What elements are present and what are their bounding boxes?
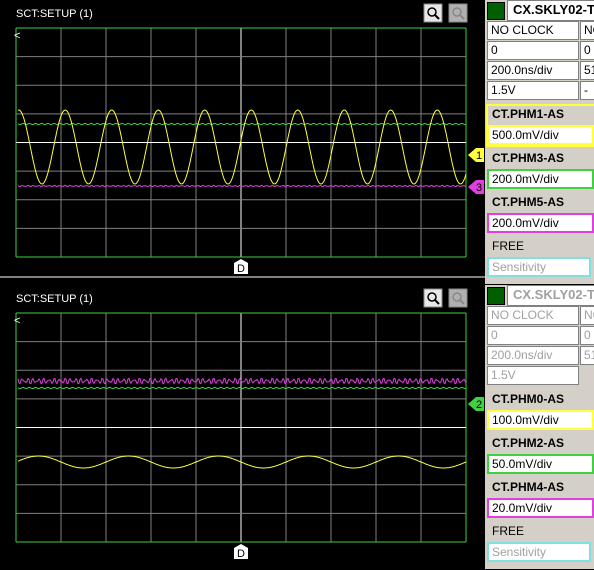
cursor-mark: < xyxy=(14,315,20,327)
channel-marker xyxy=(468,148,484,162)
button-face xyxy=(448,3,468,23)
zoom-in-button[interactable] xyxy=(423,3,443,23)
trace-yellow xyxy=(17,455,467,469)
magnifier xyxy=(452,7,462,17)
magnifier-handle xyxy=(434,299,440,305)
channel-scale[interactable]: 200.0mV/div xyxy=(487,169,594,189)
channel-marker-label: 2 xyxy=(476,399,482,411)
channel-marker-label: 3 xyxy=(476,182,482,194)
trace-yellow xyxy=(17,109,467,185)
trigger-marker xyxy=(234,259,248,274)
source-name[interactable]: CX.SKLY02-TS xyxy=(507,285,594,306)
channel-marker xyxy=(468,180,484,194)
channel-name[interactable]: CT.PHM4-AS xyxy=(492,480,565,494)
info-cell[interactable]: 0 xyxy=(487,41,579,60)
info-cell[interactable]: NO xyxy=(580,21,594,40)
magnifier xyxy=(427,7,437,17)
trace-green xyxy=(17,122,467,126)
free-label[interactable]: FREE xyxy=(492,239,525,253)
free-label[interactable]: FREE xyxy=(492,524,525,538)
sensitivity-box[interactable]: Sensitivity xyxy=(487,542,591,562)
info-cell[interactable]: 51 xyxy=(580,61,594,80)
cursor-mark: < xyxy=(14,30,20,42)
info-cell[interactable]: 0 xyxy=(580,41,594,60)
trigger-label: D xyxy=(237,263,245,275)
button-face xyxy=(423,3,443,23)
trace-magenta xyxy=(17,184,467,188)
magnifier xyxy=(427,292,437,302)
zoom-out-button[interactable] xyxy=(448,3,468,23)
info-cell[interactable]: NO CLOCK xyxy=(487,21,579,40)
magnifier-handle xyxy=(434,14,440,20)
info-cell[interactable]: NO xyxy=(580,306,594,325)
channel-name[interactable]: CT.PHM2-AS xyxy=(492,436,565,450)
zoom-out-button[interactable] xyxy=(448,288,468,308)
button-face xyxy=(448,288,468,308)
info-cell[interactable]: 200.0ns/div xyxy=(487,346,579,365)
channel-marker xyxy=(468,397,484,411)
trace-green xyxy=(17,386,467,390)
button-face xyxy=(423,288,443,308)
info-cell[interactable]: 1.5V xyxy=(487,81,579,100)
panel-title: SCT:SETUP (1) xyxy=(16,293,93,305)
channel-scale[interactable]: 20.0mV/div xyxy=(487,498,594,518)
channel-name[interactable]: CT.PHM5-AS xyxy=(492,195,565,209)
info-cell[interactable]: NO CLOCK xyxy=(487,306,579,325)
channel-name[interactable]: CT.PHM1-AS xyxy=(492,107,565,121)
sensitivity-box[interactable]: Sensitivity xyxy=(487,257,591,277)
channel-scale[interactable]: 100.0mV/div xyxy=(487,410,594,430)
magnifier-handle xyxy=(459,14,465,20)
channel-marker-label: 1 xyxy=(476,150,482,162)
channel-scale[interactable]: 50.0mV/div xyxy=(487,454,594,474)
trace-magenta xyxy=(17,377,467,385)
magnifier xyxy=(452,292,462,302)
trigger-marker xyxy=(234,544,248,559)
channel-scale[interactable]: 500.0mV/div xyxy=(487,125,594,145)
info-cell[interactable]: 200.0ns/div xyxy=(487,61,579,80)
info-cell[interactable]: 0 xyxy=(580,326,594,345)
panel-title: SCT:SETUP (1) xyxy=(16,8,93,20)
info-cell[interactable]: 0 xyxy=(487,326,579,345)
magnifier-handle xyxy=(459,299,465,305)
info-cell[interactable]: 1.5V xyxy=(487,366,579,385)
channel-name[interactable]: CT.PHM3-AS xyxy=(492,151,565,165)
source-name[interactable]: CX.SKLY02-TS xyxy=(507,0,594,21)
source-indicator xyxy=(487,2,505,20)
info-cell[interactable]: 51 xyxy=(580,346,594,365)
channel-name[interactable]: CT.PHM0-AS xyxy=(492,392,565,406)
info-cell[interactable]: - xyxy=(580,81,594,100)
source-indicator xyxy=(487,287,505,305)
channel-scale[interactable]: 200.0mV/div xyxy=(487,213,594,233)
zoom-in-button[interactable] xyxy=(423,288,443,308)
trigger-label: D xyxy=(237,548,245,560)
